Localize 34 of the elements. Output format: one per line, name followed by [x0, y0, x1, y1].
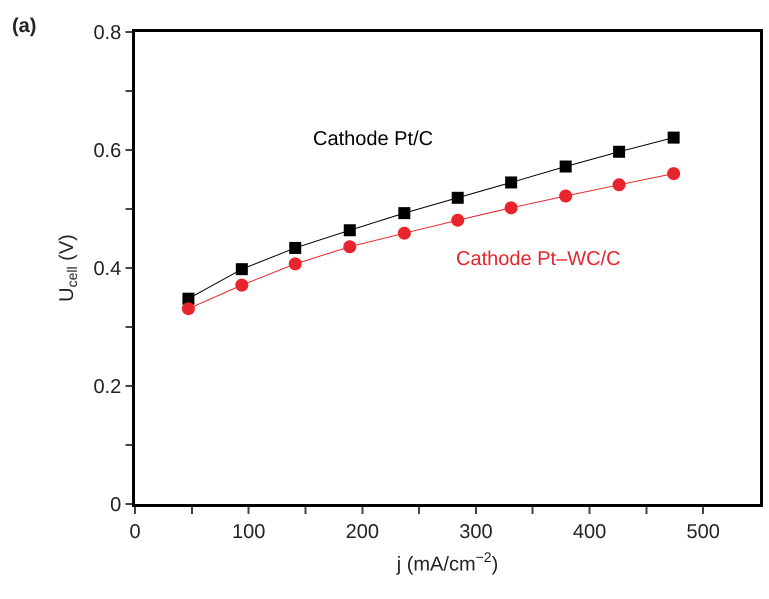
point: [559, 190, 572, 203]
point: [504, 201, 518, 214]
point: [288, 257, 302, 270]
point: [182, 302, 195, 316]
text: (a): [12, 15, 36, 37]
point: [235, 278, 248, 292]
point: [613, 146, 626, 158]
point: [612, 178, 626, 192]
y-tick-label: 0.2: [93, 376, 122, 398]
x-axis-title: j (mA/cm$^{−2}$): [396, 548, 498, 576]
y-tick-label: 0: [110, 494, 122, 516]
x-tick-label: 200: [346, 520, 379, 543]
point: [560, 160, 572, 173]
point: [668, 132, 680, 144]
point: [505, 176, 518, 188]
y-tick-label: 0.8: [93, 22, 122, 44]
point: [344, 224, 356, 236]
x-tick-label: 400: [572, 520, 606, 543]
point: [289, 242, 302, 254]
series-label: Cathode Pt–WC/C: [456, 248, 621, 270]
point: [667, 167, 680, 180]
x-tick-label: 300: [459, 520, 493, 543]
point: [343, 240, 356, 254]
text: Cathode Pt/C: [313, 128, 434, 150]
point: [452, 192, 464, 204]
x-tick-label: 100: [232, 520, 266, 543]
point: [398, 226, 411, 240]
point: [451, 214, 464, 227]
y-tick-label: 0.6: [93, 140, 122, 162]
point: [398, 207, 410, 220]
point: [236, 263, 248, 276]
x-tick-label: 500: [686, 520, 720, 543]
x-tick-label: 0: [129, 520, 141, 543]
y-tick-label: 0.4: [93, 258, 122, 280]
